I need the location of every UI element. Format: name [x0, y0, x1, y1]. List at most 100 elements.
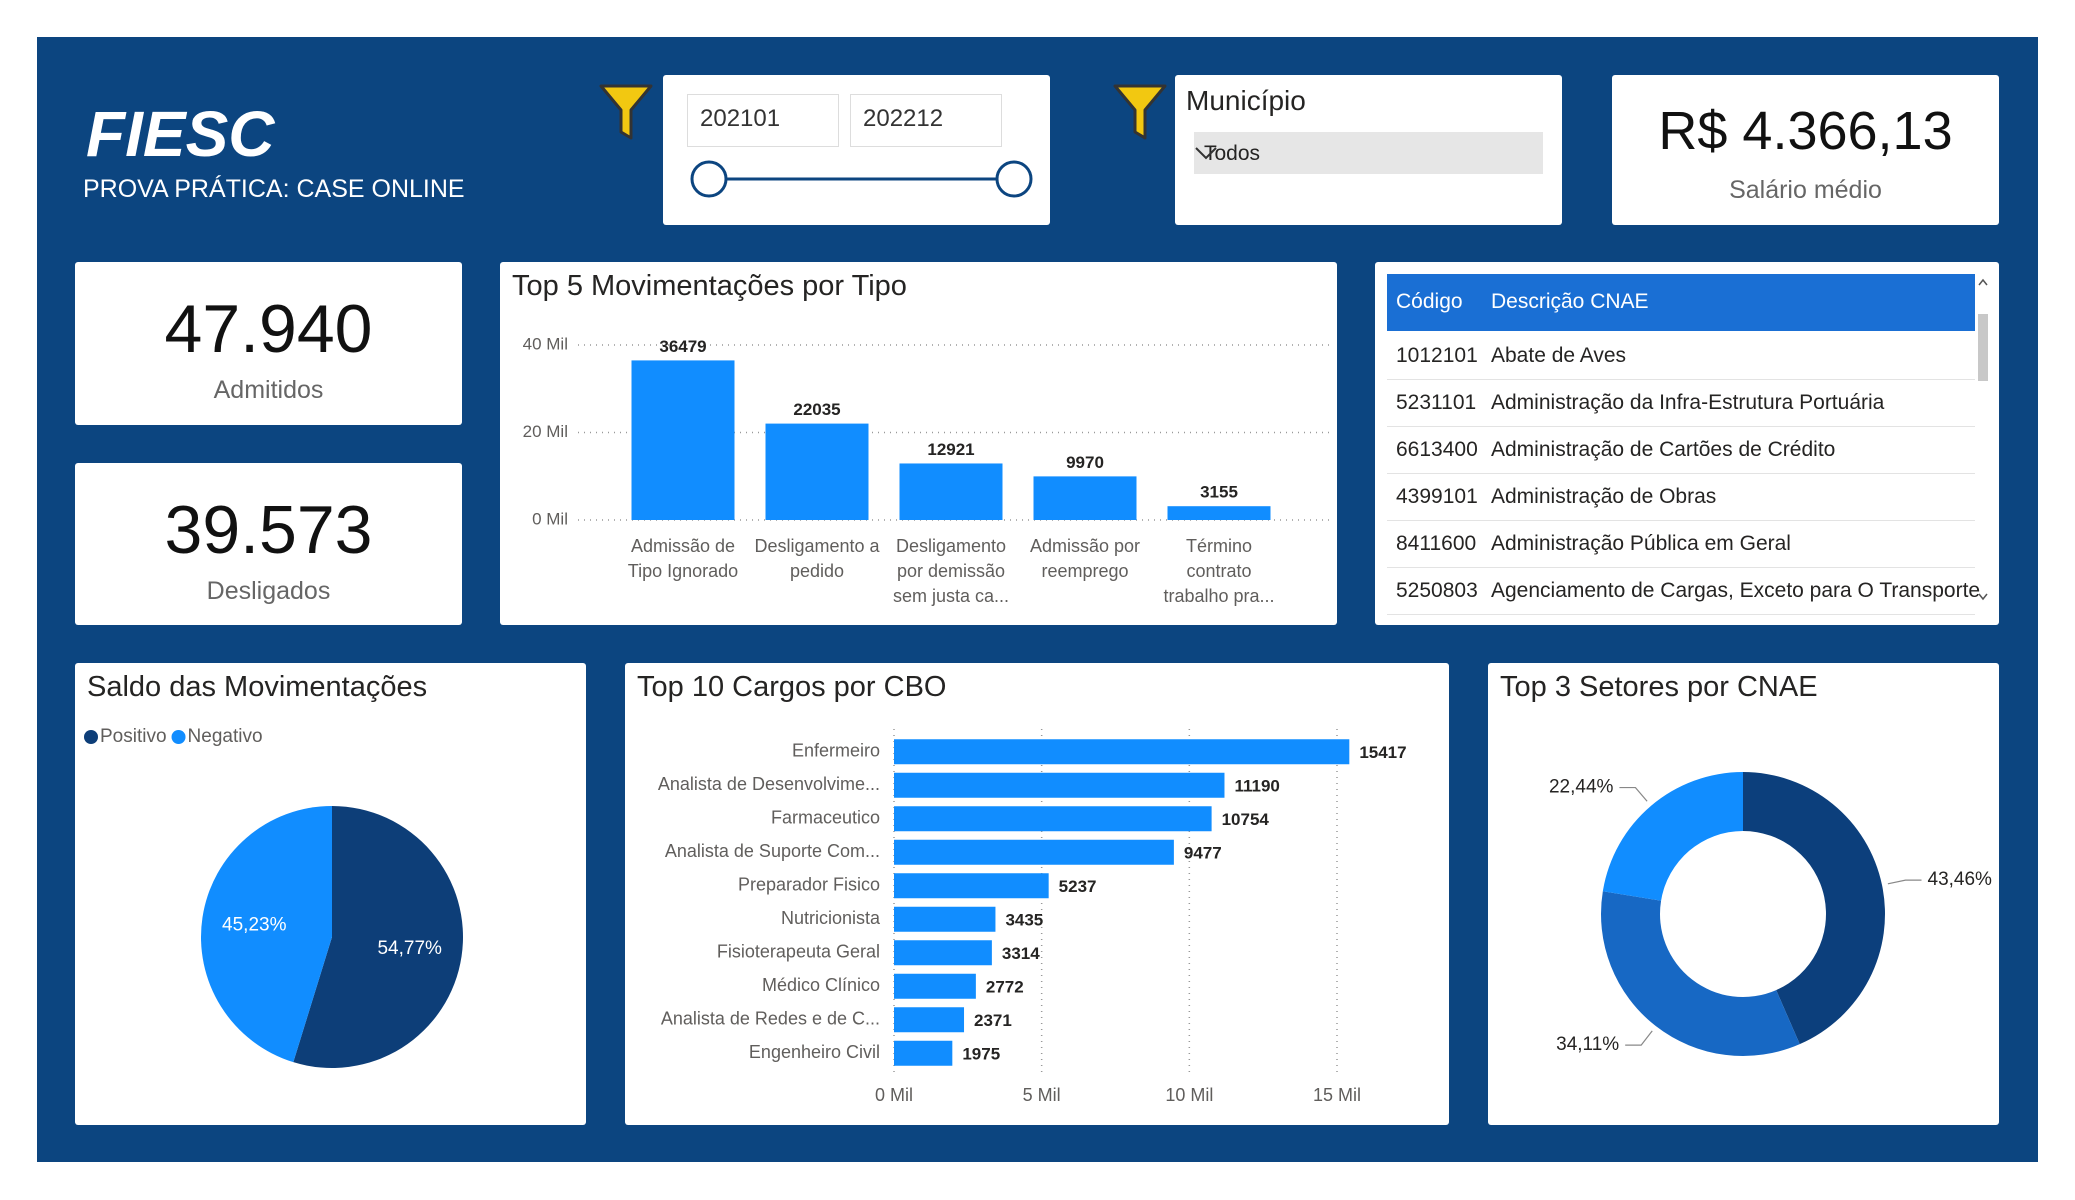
y-tick-label: Analista de Desenvolvime... — [658, 774, 880, 794]
kpi-card: 39.573 Desligados — [75, 463, 462, 625]
y-tick-label: Farmaceutico — [771, 808, 880, 828]
legend-marker — [171, 730, 186, 744]
dropdown-arrow — [1195, 147, 1217, 160]
x-tick-label: Admissão por reemprego — [1029, 536, 1141, 581]
table-card: Código Descrição CNAE 1012101 Abate de Av… — [1375, 262, 1999, 625]
cell: 4399101 — [1396, 485, 1478, 508]
x-tick-label: 0 Mil — [875, 1085, 913, 1105]
legend-label: Positivo — [100, 726, 167, 747]
kpi-label: Salário médio — [1729, 176, 1882, 204]
donut-slice — [1601, 891, 1800, 1056]
cell: Administração Pública em Geral — [1491, 532, 1791, 555]
x-tick-label: Término contrato trabalho pra... — [1163, 536, 1275, 606]
table-body: 1012101 Abate de Aves 5231101 Administração… — [1375, 262, 1980, 616]
y-tick-label: Analista de Suporte Com... — [665, 841, 880, 861]
x-tick-label: 15 Mil — [1313, 1085, 1361, 1105]
y-tick-label: 0 Mil — [532, 509, 568, 528]
cell: 1012101 — [1396, 344, 1478, 367]
bar — [894, 739, 1350, 765]
kpi-card: R$ 4.366,13 Salário médio — [1612, 75, 1999, 225]
table-header: Código Descrição CNAE — [1387, 274, 1975, 331]
bar — [894, 1040, 953, 1066]
chart-title: Top 3 Setores por CNAE — [1500, 671, 1818, 703]
x-tick-label: 10 Mil — [1165, 1085, 1213, 1105]
scroll-thumb[interactable] — [1978, 314, 1988, 381]
pie-slice — [293, 806, 464, 1068]
scrollbar[interactable] — [1978, 276, 1988, 606]
dropdown-value: Todos — [1204, 142, 1261, 165]
hbar-chart-card: 0 Mil 5 Mil 10 Mil 15 Mil Enfermeiro 15417 Ana… — [625, 663, 1449, 1125]
date-start[interactable]: 202101 — [687, 94, 839, 147]
pie-slice — [201, 806, 332, 1063]
legend-marker — [84, 730, 98, 744]
legend-label: Negativo — [188, 726, 263, 747]
municipio-slicer: Município Todos — [1175, 75, 1562, 225]
donut-slice — [1602, 772, 1743, 901]
y-tick-label: Preparador Fisico — [738, 875, 880, 895]
cell: Administração de Obras — [1491, 485, 1717, 508]
cell: 6613400 — [1396, 438, 1478, 461]
dashboard-title: FIESC — [86, 98, 275, 170]
data-label: 43,46% — [1928, 869, 1993, 890]
table-row[interactable]: 5231101 Administração da Infra-Estrutura … — [1387, 380, 1975, 427]
leader-line — [1887, 879, 1922, 885]
chart: Positivo Negativo 54,77% 45,23% — [84, 726, 464, 1068]
date-end[interactable]: 202212 — [850, 94, 1002, 147]
pie-chart-card: Positivo Negativo 54,77% 45,23% Saldo das M… — [75, 663, 586, 1125]
data-label: 3314 — [1002, 944, 1040, 963]
column-header[interactable]: Descrição CNAE — [1491, 290, 1649, 313]
table-row[interactable]: 4399101 Administração de Obras — [1387, 474, 1975, 521]
slider-handle[interactable] — [690, 160, 728, 198]
data-label: 9970 — [1066, 453, 1104, 472]
bar — [894, 906, 996, 932]
x-tick-label: 5 Mil — [1023, 1085, 1061, 1105]
dropdown[interactable]: Todos — [1194, 132, 1543, 174]
data-label: 22,44% — [1549, 777, 1614, 798]
data-label: 12921 — [927, 440, 974, 459]
table-row[interactable]: 5250803 Agenciamento de Cargas, Exceto pa… — [1387, 568, 1980, 615]
y-tick-label: Fisioterapeuta Geral — [717, 942, 880, 962]
y-tick-label: 20 Mil — [523, 422, 568, 441]
data-label: 2371 — [974, 1011, 1012, 1030]
kpi-label: Desligados — [206, 577, 331, 605]
x-tick-label: Desligamento a pedido — [754, 536, 880, 581]
table-row[interactable]: 8411600 Administração Pública em Geral — [1387, 521, 1975, 568]
data-label: 36479 — [659, 337, 706, 356]
kpi-value: 47.940 — [164, 291, 373, 367]
kpi-value: 39.573 — [164, 492, 373, 568]
cell: Administração da Infra-Estrutura Portuár… — [1491, 391, 1885, 414]
bar-chart-card: 0 Mil 20 Mil 40 Mil 36479 22035 12921 9970 3155… — [500, 262, 1337, 625]
bar — [894, 772, 1225, 798]
dashboard-subtitle: PROVA PRÁTICA: CASE ONLINE — [83, 175, 465, 203]
x-tick-label: Desligamento por demissão sem justa ca..… — [892, 536, 1010, 606]
data-label: 10754 — [1222, 810, 1270, 829]
donut-chart-card: 43,46% 34,11% 22,44% Top 3 Setores por CNA… — [1488, 663, 1999, 1125]
cell: 5250803 — [1396, 579, 1478, 602]
bar — [894, 940, 992, 966]
chart-title: Top 10 Cargos por CBO — [637, 671, 947, 703]
data-label: 9477 — [1184, 844, 1222, 863]
table-row[interactable]: 1012101 Abate de Aves — [1387, 333, 1975, 380]
slider-handle[interactable] — [995, 160, 1033, 198]
table-row[interactable]: 6613400 Administração de Cartões de Crédi… — [1387, 427, 1975, 474]
bar — [894, 873, 1049, 899]
cell: Administração de Cartões de Crédito — [1491, 438, 1836, 461]
slider — [690, 160, 1033, 198]
y-tick-label: Enfermeiro — [792, 741, 880, 761]
y-tick-label: Nutricionista — [781, 908, 881, 928]
cell: 8411600 — [1396, 532, 1477, 555]
data-label: 45,23% — [222, 914, 287, 935]
column-header[interactable]: Código — [1396, 290, 1463, 313]
bar — [894, 806, 1212, 832]
chart: 43,46% 34,11% 22,44% — [1549, 772, 1993, 1056]
data-label: 3155 — [1200, 483, 1238, 502]
cell: 5231101 — [1396, 391, 1477, 414]
bar — [894, 973, 976, 999]
date-slicer[interactable]: 202101 202212 — [663, 75, 1050, 225]
filter-icon — [1113, 84, 1167, 140]
cell: Agenciamento de Cargas, Exceto para O Tr… — [1491, 579, 1980, 602]
data-label: 3435 — [1005, 911, 1043, 930]
chart: 0 Mil 20 Mil 40 Mil 36479 22035 12921 9970 3155 — [523, 334, 1330, 528]
slicer-label: Município — [1186, 85, 1306, 116]
data-label: 11190 — [1234, 777, 1279, 796]
